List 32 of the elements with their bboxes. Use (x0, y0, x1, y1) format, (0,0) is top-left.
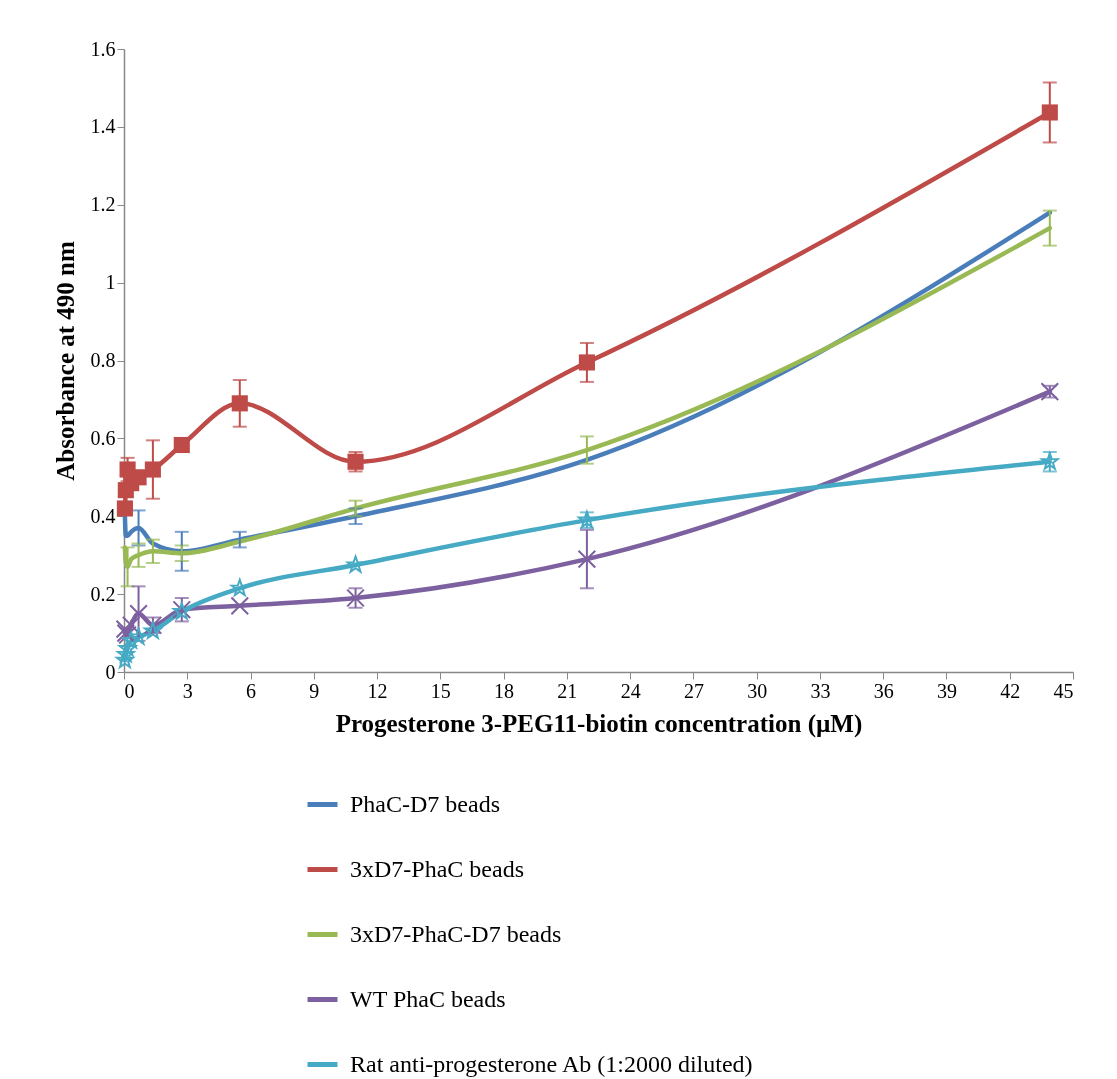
legend-label: Rat anti-progesterone Ab (1:2000 diluted) (350, 1050, 753, 1077)
x-tick-label: 45 (1053, 679, 1074, 702)
x-tick-label: 24 (620, 679, 641, 702)
x-tick-label: 33 (810, 679, 831, 702)
x-tick-label: 30 (747, 679, 768, 702)
x-tick-label: 9 (309, 679, 320, 702)
x-tick-label: 6 (246, 679, 257, 702)
x-tick-label: 36 (873, 679, 894, 702)
y-tick-label: 0 (105, 660, 116, 683)
y-tick-label: 1 (105, 271, 116, 294)
y-tick-label: 0.6 (90, 426, 116, 449)
x-tick-label: 21 (557, 679, 578, 702)
x-tick-label: 39 (936, 679, 957, 702)
x-tick-label: 18 (494, 679, 515, 702)
x-tick-label: 42 (1000, 679, 1021, 702)
x-tick-label: 0 (124, 679, 135, 702)
y-tick-label: 1.4 (90, 115, 116, 138)
legend-label: 3xD7-PhaC beads (350, 855, 524, 882)
y-tick-label: 0.8 (90, 349, 116, 371)
legend-label: PhaC-D7 beads (350, 790, 500, 817)
y-tick-label: 1.2 (90, 193, 116, 216)
x-tick-label: 3 (182, 679, 193, 702)
y-axis-title: Absorbance at 490 nm (51, 241, 79, 481)
legend-label: WT PhaC beads (350, 985, 506, 1012)
y-tick-label: 0.2 (90, 582, 116, 605)
x-tick-label: 15 (430, 679, 451, 702)
x-axis-title: Progesterone 3-PEG11-biotin concentration (µM) (335, 709, 863, 738)
y-tick-label: 0.4 (90, 504, 116, 527)
x-tick-label: 27 (683, 679, 704, 702)
x-tick-label: 12 (367, 679, 388, 702)
y-tick-label: 1.6 (90, 37, 116, 60)
legend-label: 3xD7-PhaC-D7 beads (350, 920, 562, 947)
